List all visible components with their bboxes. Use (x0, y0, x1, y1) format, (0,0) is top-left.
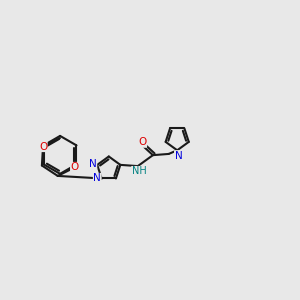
Text: O: O (138, 137, 147, 147)
Text: NH: NH (132, 167, 146, 176)
Text: N: N (175, 151, 182, 160)
Text: N: N (89, 159, 97, 169)
Text: O: O (39, 142, 47, 152)
Text: O: O (70, 162, 79, 172)
Text: N: N (93, 173, 101, 184)
